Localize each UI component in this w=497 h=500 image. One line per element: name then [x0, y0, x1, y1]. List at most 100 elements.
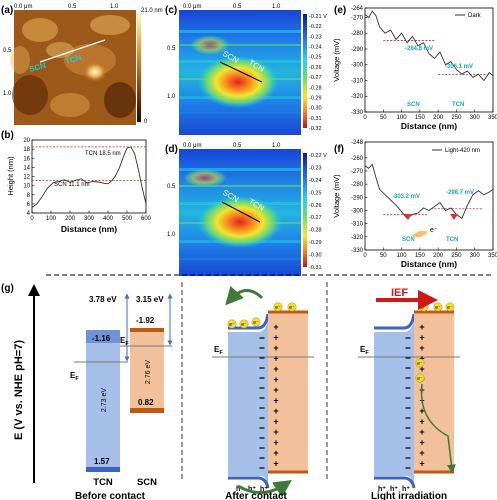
- electron-icon: [415, 358, 425, 368]
- energy-axis-label: E (V vs. NHE pH=7): [13, 340, 25, 440]
- colorbar-tick: -0.24: [309, 45, 322, 51]
- charge-column-after: ++++++++++++++: [259, 322, 279, 469]
- panel-f-annot-v2: -298.7 mV: [446, 190, 474, 196]
- y-tick-label: 18: [23, 147, 30, 153]
- colorbar-tick: -0.31: [309, 265, 322, 271]
- electrons-after: e⁻ e⁻ e⁻ e⁻ e⁻: [227, 302, 297, 329]
- y-tick-label: -320: [351, 235, 364, 241]
- colorbar-tick: -0.28: [309, 85, 322, 91]
- positive-charge: +: [273, 343, 278, 353]
- panel-f-legend: Light-420 nm: [445, 148, 480, 154]
- x-tick-label: 200: [433, 115, 444, 121]
- panel-b-ylabel: Height (nm): [6, 156, 15, 196]
- electron-label: e⁻: [241, 322, 247, 328]
- panel-c-ytick-1: 1.0: [167, 94, 176, 100]
- positive-charge: +: [273, 459, 278, 469]
- y-tick-label: -264: [351, 6, 364, 12]
- colorbar-tick: -0.31: [309, 116, 322, 122]
- colorbar-tick: -0.22: [309, 24, 322, 30]
- colorbar-tick: -0.29: [309, 95, 322, 101]
- x-tick-label: 250: [451, 253, 462, 259]
- y-tick-label: -320: [351, 94, 364, 100]
- colorbar-tick: -0.27: [309, 215, 322, 221]
- tcn-cb-after: [228, 313, 270, 330]
- before-contact: 3.78 eV 3.15 eV -1.16 -1.92 1.57 0.82 2.…: [70, 293, 173, 500]
- panel-c-xtick-1: 0.5: [233, 4, 242, 10]
- electron-icon: [227, 319, 237, 329]
- electron-transfer-arrow: [225, 285, 264, 306]
- panel-f: (f) 0 50 100 150 200 250 300 350 -248 -260 -270 -28…: [332, 140, 497, 269]
- x-tick-label: 0: [30, 216, 34, 222]
- panel-a-annot-scn: SCN: [28, 61, 47, 74]
- x-tick-label: 50: [380, 253, 387, 259]
- x-tick-label: 350: [488, 115, 497, 121]
- electron-label: e⁻: [417, 361, 423, 367]
- scn-name: SCN: [137, 477, 157, 488]
- series-line: [364, 10, 494, 82]
- positive-charge: +: [273, 396, 278, 406]
- panel-d: (d) 0.0 μm 0.5 1.0 0.5 1.0 SCN TCN -0.22…: [165, 143, 327, 276]
- afm-colorbar-min: 0: [144, 119, 148, 125]
- positive-charge: +: [273, 322, 278, 332]
- x-tick-label: 100: [46, 216, 57, 222]
- y-tick-label: 12: [23, 175, 30, 181]
- y-tick-label: -310: [351, 222, 364, 228]
- colorbar-tick: -0.23: [309, 34, 322, 40]
- panel-label-g: (g): [1, 283, 14, 294]
- colorbar-tick: -0.32: [309, 126, 322, 132]
- series-line: [364, 163, 494, 220]
- tcn-gap: 2.73 eV: [101, 388, 108, 412]
- ief-label: IEF: [391, 287, 408, 299]
- y-tick-label: -260: [351, 156, 364, 162]
- panel-f-frame: [364, 141, 494, 251]
- panel-b-annot-tcn: TCN 18.5 nm: [85, 151, 121, 157]
- panel-e-annot-v2: -306.1 mV: [445, 64, 473, 70]
- electron-icon: [239, 319, 249, 329]
- x-tick-label: 0: [363, 115, 367, 121]
- title-light-irradiation: Light irradiation: [371, 491, 447, 500]
- panel-d-xtick-0: 0.0 μm: [183, 143, 201, 149]
- positive-charge: +: [273, 448, 278, 458]
- y-tick-label: 8: [27, 193, 31, 199]
- tcn-cb: -1.16: [92, 334, 111, 343]
- afm-colorbar-max: 21.0 nm: [141, 8, 163, 14]
- kpfm-light-colorbar: -0.22 V -0.23 -0.24 -0.25 -0.26 -0.27 -0.28 -0.…: [303, 153, 327, 271]
- positive-charge: +: [273, 438, 278, 448]
- y-tick-label: 16: [23, 156, 30, 162]
- colorbar-tick: -0.21 V: [309, 14, 327, 20]
- hole-label: h⁺: [402, 486, 410, 493]
- panel-e-annot-scn: SCN: [407, 102, 420, 108]
- ef-label-after: EF: [214, 345, 223, 356]
- hole-transfer-arrow: [237, 480, 292, 498]
- tcn-vb: 1.57: [94, 457, 110, 466]
- colorbar-tick: -0.30: [309, 106, 322, 112]
- panel-f-plot: 0 50 100 150 200 250 300 350 -248 -260 -270 -280 -29…: [351, 140, 497, 259]
- y-tick-label: -300: [351, 63, 364, 69]
- series-line: [31, 146, 147, 208]
- positive-charge: +: [419, 427, 424, 437]
- y-tick-label: 4: [27, 211, 31, 217]
- positive-charge: +: [273, 406, 278, 416]
- x-tick-label: 100: [397, 253, 408, 259]
- ef-label-tcn: EF: [70, 371, 79, 382]
- panel-label-f: (f): [334, 144, 344, 155]
- panel-c-xtick-0: 0.0 μm: [183, 4, 201, 10]
- colorbar-tick: -0.27: [309, 75, 322, 81]
- x-tick-label: 300: [470, 253, 481, 259]
- x-tick-label: 150: [415, 115, 426, 121]
- panel-e-annot-tcn: TCN: [452, 102, 464, 108]
- x-tick-label: 0: [363, 253, 367, 259]
- panel-a-xtick-1: 0.5: [68, 4, 77, 10]
- y-tick-label: -310: [351, 78, 364, 84]
- title-before-contact: Before contact: [75, 491, 146, 500]
- panel-f-marker-scn-icon: [404, 214, 412, 220]
- scn-cb: -1.92: [136, 316, 155, 325]
- y-tick-label: -248: [351, 140, 364, 146]
- tcn-body-before: [86, 343, 120, 467]
- panel-c-ytick-0: 0.5: [167, 46, 176, 52]
- panel-c: (c) 0.0 μm 0.5 1.0 0.5 1.0 SCN TCN -0.21…: [165, 4, 327, 135]
- afm-colorbar: 21.0 nm 0: [137, 8, 163, 125]
- recombination-arrow: [420, 383, 456, 474]
- electron-label: e⁻: [289, 305, 295, 311]
- scn-body-after: [268, 312, 308, 472]
